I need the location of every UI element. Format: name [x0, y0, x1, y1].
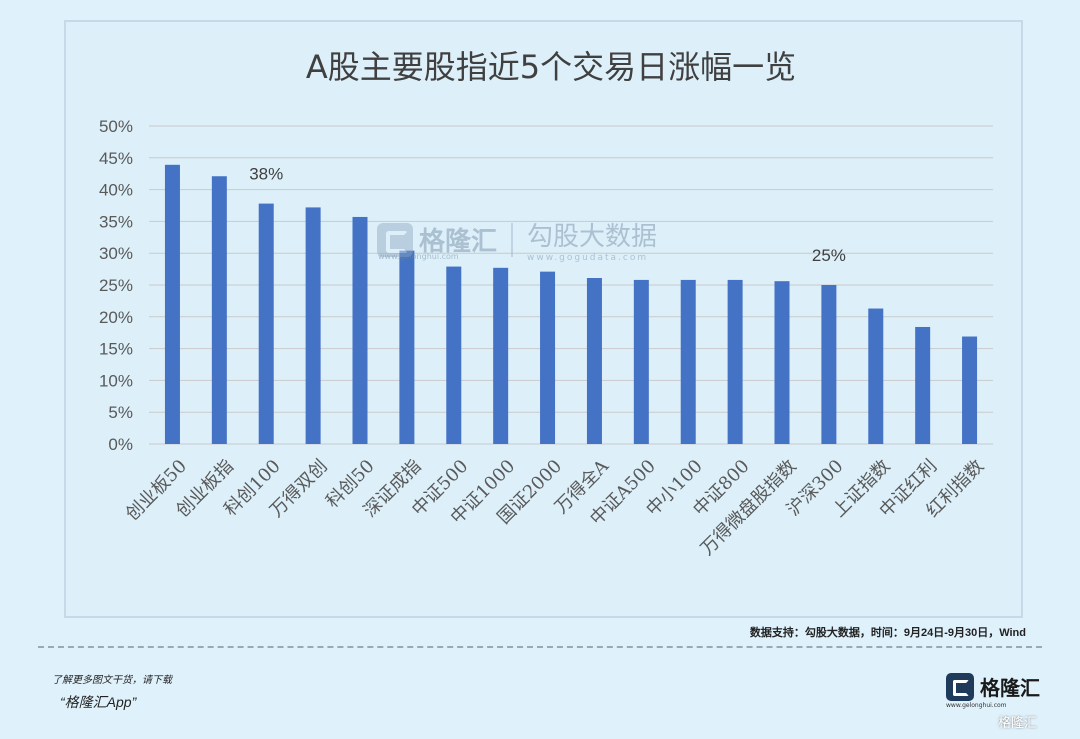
watermark: 格隆汇 勾股大数据 www.gogudata.com	[377, 216, 657, 263]
bar	[727, 279, 743, 444]
data-label: 25%	[812, 246, 846, 265]
logo-url: www.gelonghui.com	[946, 702, 1007, 709]
watermark-url: www.gogudata.com	[527, 253, 649, 263]
bar	[633, 279, 649, 444]
bar	[164, 164, 180, 444]
chart-frame: A股主要股指近5个交易日涨幅一览 0% 5% 10% 15% 20% 25% 30% 35% 40…	[64, 20, 1023, 618]
bar	[305, 207, 321, 444]
y-tick-label: 50%	[99, 117, 133, 136]
bar	[915, 326, 931, 444]
watermark-brand-url: www.gelonghui.com	[378, 252, 459, 261]
y-tick-label: 30%	[99, 244, 133, 263]
y-tick-label: 20%	[99, 308, 133, 327]
bar	[493, 267, 509, 444]
gelonghui-logo-icon	[946, 672, 974, 701]
bar	[821, 285, 837, 444]
watermark-name: 勾股大数据	[527, 222, 658, 252]
y-tick-label: 45%	[99, 149, 133, 168]
bar	[868, 308, 884, 444]
footer-app-name: “格隆汇App”	[60, 694, 137, 710]
y-tick-label: 15%	[99, 340, 133, 359]
bar	[586, 278, 602, 444]
bar-chart: A股主要股指近5个交易日涨幅一览 0% 5% 10% 15% 20% 25% 30% 35% 40…	[99, 48, 993, 560]
bar	[680, 279, 696, 444]
bar	[962, 336, 978, 444]
y-tick-label: 5%	[108, 403, 133, 422]
gelonghui-logo[interactable]: 格隆汇 www.gelonghui.com	[946, 672, 1040, 709]
watermark-logo-icon	[377, 222, 413, 257]
bar	[211, 176, 227, 444]
bar	[774, 281, 790, 444]
chart-title: A股主要股指近5个交易日涨幅一览	[306, 48, 796, 86]
y-tick-label: 35%	[99, 212, 133, 231]
bar	[540, 271, 556, 444]
bar	[352, 216, 368, 444]
source-note: 数据支持：勾股大数据，时间：9月24日-9月30日，Wind	[749, 627, 1026, 639]
bar	[399, 250, 415, 444]
y-tick-label: 10%	[99, 371, 133, 390]
data-label: 38%	[249, 165, 283, 184]
y-tick-label: 25%	[99, 276, 133, 295]
corner-watermark: 格隆汇	[998, 716, 1038, 731]
bar	[258, 203, 274, 444]
y-tick-label: 0%	[108, 435, 133, 454]
y-tick-label: 40%	[99, 181, 133, 200]
logo-text: 格隆汇	[980, 676, 1040, 700]
footer-download-prompt: 了解更多图文干货，请下载	[52, 675, 172, 686]
footer-divider	[38, 646, 1042, 648]
watermark-separator	[511, 222, 514, 257]
bar	[446, 266, 462, 444]
watermark-brand: 格隆汇	[419, 227, 498, 257]
